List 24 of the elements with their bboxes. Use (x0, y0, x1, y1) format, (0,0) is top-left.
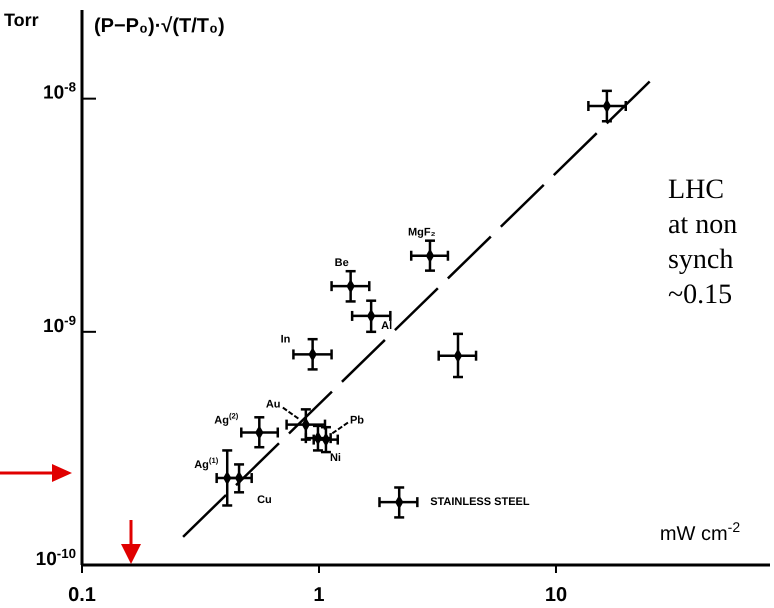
annotation: synch (668, 244, 734, 275)
annotation: In (280, 333, 291, 346)
x-axis-title: mW cm$^{-2}$ (660, 519, 740, 545)
annotation: LHC (668, 174, 724, 205)
annotation: Pb (350, 414, 364, 426)
annotation: Au (266, 398, 281, 411)
annotation: MgF₂ (408, 226, 436, 239)
annotation: at non (668, 209, 738, 240)
annotation: Cu (257, 494, 272, 506)
annotation: Ag$^{(2)}$ (214, 411, 239, 426)
annotation: Al (381, 320, 392, 332)
y-tick-label: 10$^{-9}$ (43, 312, 76, 337)
y-tick-label: 10$^{-10}$ (36, 546, 76, 570)
x-tick-label: 10 (544, 584, 568, 606)
y-tick-label: 10$^{-8}$ (43, 79, 76, 104)
annotation: Ni (330, 452, 341, 464)
x-tick-label: 1 (313, 584, 325, 606)
text: Torr (4, 10, 39, 30)
annotation: ~0.15 (668, 279, 732, 310)
annotation: STAINLESS STEEL (430, 496, 530, 508)
y-axis-title: (P−P₀)·√(T/T₀) (94, 15, 225, 37)
annotation: Be (334, 257, 349, 270)
annotation: Ag$^{(1)}$ (194, 456, 219, 471)
x-tick-label: 0.1 (68, 584, 96, 606)
